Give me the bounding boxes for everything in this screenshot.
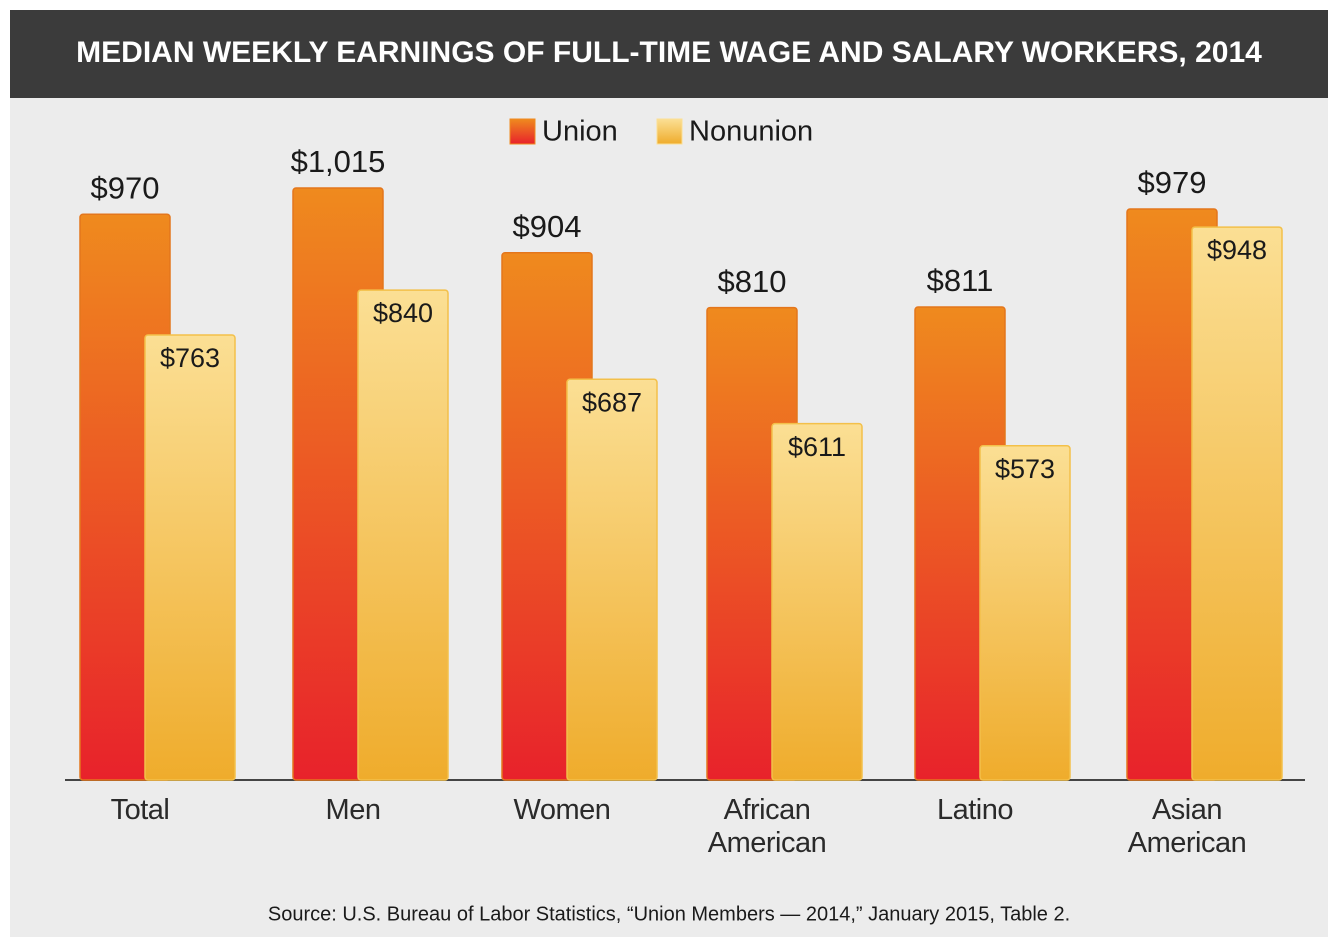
legend-label: Union	[542, 116, 618, 148]
data-label: $979	[1138, 165, 1207, 200]
legend-label: Nonunion	[689, 116, 813, 148]
data-label: $687	[582, 387, 642, 417]
bar	[979, 445, 1071, 781]
x-tick-label: Women	[513, 794, 611, 826]
bar	[771, 422, 863, 781]
x-tick-label: Latino	[936, 794, 1014, 826]
data-label: $810	[718, 264, 787, 299]
data-label: $573	[995, 454, 1055, 484]
chart-title: MEDIAN WEEKLY EARNINGS OF FULL-TIME WAGE…	[76, 36, 1262, 69]
data-label: $811	[927, 263, 994, 298]
legend-swatch	[509, 118, 536, 145]
x-tick-label: African American	[707, 794, 827, 859]
data-label: $1,015	[291, 144, 386, 179]
bar	[1191, 226, 1283, 781]
x-tick-label: Total	[110, 794, 170, 826]
data-label: $948	[1207, 235, 1267, 265]
data-label: $611	[788, 432, 846, 462]
x-tick-label: Asian American	[1127, 794, 1247, 859]
bar	[566, 378, 658, 781]
data-label: $970	[91, 170, 160, 205]
data-label: $904	[513, 209, 582, 244]
source-note: Source: U.S. Bureau of Labor Statistics,…	[268, 903, 1070, 925]
bar	[144, 334, 236, 781]
legend-swatch	[656, 118, 683, 145]
x-tick-label: Men	[325, 794, 381, 826]
data-label: $840	[373, 298, 433, 328]
data-label: $763	[160, 343, 220, 373]
title-bar	[10, 10, 1328, 98]
bar	[357, 289, 449, 781]
